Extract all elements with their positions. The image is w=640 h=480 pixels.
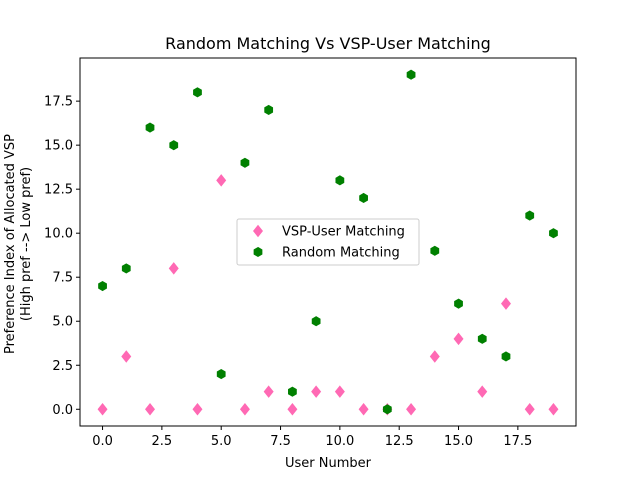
vsp-user-point (97, 403, 108, 416)
vsp-user-point (548, 403, 559, 416)
random-point (169, 140, 179, 151)
x-tick-label: 2.5 (152, 434, 173, 449)
random-point (145, 122, 155, 133)
legend: VSP-User Matching Random Matching (236, 218, 420, 266)
x-tick-label: 5.0 (211, 434, 232, 449)
random-point (264, 104, 274, 116)
axes-frame (79, 57, 577, 427)
y-tick-label: 12.5 (44, 183, 73, 198)
vsp-user-point (145, 403, 156, 416)
x-tick-label: 0.0 (92, 434, 113, 449)
random-point (193, 87, 202, 98)
vsp-user-point (239, 403, 250, 416)
y-tick-label: 2.5 (52, 359, 73, 374)
random-point (288, 386, 297, 397)
vsp-user-point (477, 385, 488, 398)
y-tick-label: 5.0 (52, 315, 73, 330)
random-point (240, 157, 250, 168)
y-axis-label-line2: (High pref --> Low pref) (19, 167, 34, 321)
random-point (525, 210, 535, 221)
vsp-user-point (263, 385, 274, 398)
plot-area: 0.0 2.5 5.0 7.5 10.0 12.5 15.0 17.5 0.0 2.5 5.0 7.5… (44, 57, 577, 449)
x-tick-label: 12.5 (385, 434, 414, 449)
vsp-user-point (121, 350, 132, 363)
random-point (382, 404, 392, 415)
x-tick-label: 15.0 (444, 434, 473, 449)
random-point (549, 228, 558, 239)
legend-entry-label: Random Matching (282, 246, 400, 261)
y-axis-label: Preference Index of Allocated VSP (High … (3, 134, 34, 354)
x-tick-label: 10.0 (325, 434, 354, 449)
vsp-user-point (429, 350, 440, 363)
y-tick-label: 0.0 (52, 403, 73, 418)
vsp-user-point (287, 403, 298, 416)
random-point (311, 316, 321, 327)
x-tick-label: 7.5 (270, 434, 291, 449)
random-point (454, 298, 463, 309)
x-axis-label: User Number (285, 456, 372, 471)
random-point (406, 69, 416, 80)
random-point (121, 263, 131, 274)
vsp-user-point (500, 297, 511, 310)
random-point (477, 333, 487, 344)
y-tick-label: 10.0 (44, 227, 73, 242)
y-tick-label: 15.0 (44, 139, 73, 154)
vsp-user-point (334, 385, 345, 398)
series-vsp-user-matching (97, 174, 559, 416)
vsp-user-point (524, 403, 535, 416)
y-axis-label-line1: Preference Index of Allocated VSP (3, 134, 18, 354)
vsp-user-point (453, 332, 464, 346)
legend-box (236, 218, 420, 266)
legend-hexagon-marker (253, 246, 263, 258)
y-tick-label: 17.5 (44, 95, 73, 110)
x-tick-label: 17.5 (503, 434, 532, 449)
legend-diamond-marker (253, 224, 263, 238)
random-point (430, 245, 440, 256)
random-point (501, 351, 511, 362)
vsp-user-point (406, 403, 417, 416)
legend-entry-label: VSP-User Matching (282, 225, 405, 240)
vsp-user-point (358, 403, 369, 416)
y-tick-label: 7.5 (52, 271, 73, 286)
vsp-user-point (192, 403, 203, 416)
series-random-matching (98, 69, 558, 415)
vsp-user-point (168, 262, 179, 275)
random-point (359, 192, 368, 204)
random-point (216, 368, 226, 380)
vsp-user-point (216, 174, 227, 187)
random-point (335, 175, 345, 186)
random-point (98, 280, 107, 292)
vsp-user-point (311, 385, 322, 398)
chart-title: Random Matching Vs VSP-User Matching (165, 34, 491, 53)
